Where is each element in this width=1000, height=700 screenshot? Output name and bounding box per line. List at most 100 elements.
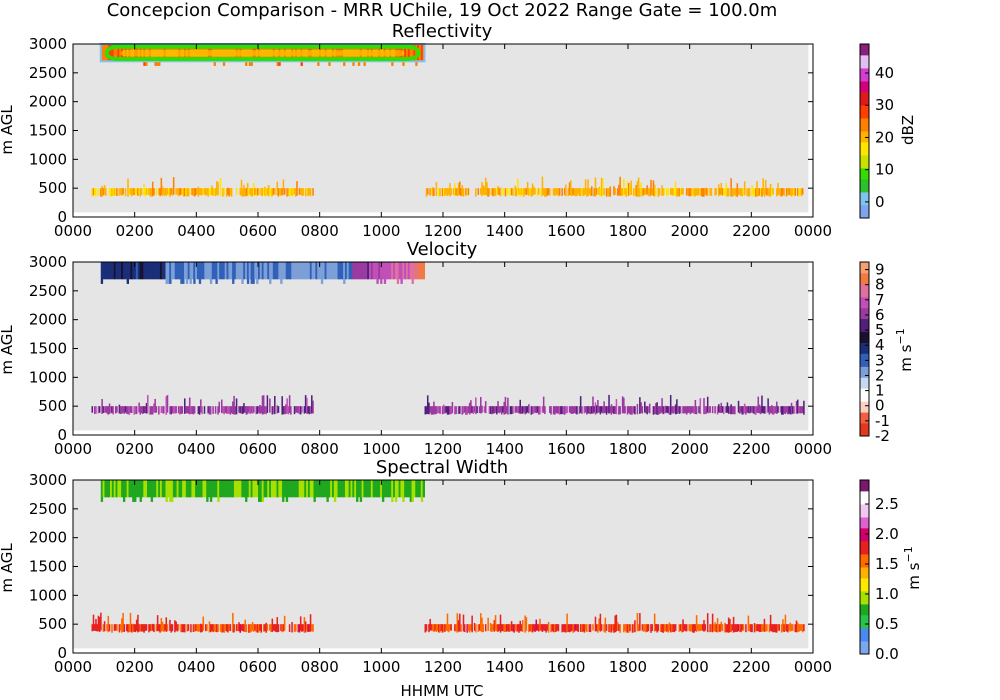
y-tick-label: 2500 (29, 282, 67, 300)
data-cell (624, 624, 626, 631)
data-cell (301, 406, 303, 413)
data-cell (480, 188, 482, 195)
data-cell (119, 188, 122, 195)
colorbar-swatch (860, 126, 869, 130)
x-tick-label: 0000 (794, 222, 832, 240)
band-core (196, 51, 397, 55)
data-cell (422, 262, 425, 280)
colorbar-swatch (860, 599, 869, 603)
data-cell (283, 615, 286, 631)
data-cell (359, 262, 363, 280)
data-cell (673, 624, 676, 633)
data-cell (406, 44, 409, 62)
data-cell (215, 480, 218, 498)
data-cell (259, 404, 261, 414)
data-cell (560, 406, 562, 415)
data-cell (726, 188, 729, 197)
data-cell (317, 480, 320, 498)
data-cell (689, 188, 692, 197)
data-cell (156, 262, 159, 280)
data-cell (650, 179, 652, 196)
data-cell (134, 624, 137, 633)
data-cell (148, 188, 150, 195)
data-cell (657, 624, 660, 632)
data-cell (155, 188, 158, 196)
data-cell (261, 187, 264, 197)
data-cell (493, 406, 496, 414)
colorbar-swatch (860, 196, 869, 199)
data-cell (369, 262, 372, 280)
data-cell (657, 188, 660, 197)
colorbar-swatch (860, 94, 869, 97)
data-cell (660, 624, 662, 632)
data-cell (792, 406, 794, 414)
data-cell (547, 621, 550, 633)
data-cell (574, 188, 577, 197)
data-cell (720, 402, 723, 413)
data-cell (609, 624, 612, 633)
data-cell (572, 188, 575, 195)
data-cell (326, 262, 329, 280)
x-tick-label: 0200 (116, 658, 154, 676)
data-cell (150, 262, 154, 280)
data-cell (589, 188, 592, 196)
data-cell (225, 624, 228, 632)
data-cell (514, 406, 517, 413)
data-cell (298, 262, 302, 280)
data-cell (483, 406, 486, 413)
colorbar-swatch (860, 506, 869, 509)
data-cell (431, 624, 434, 631)
data-cell (524, 406, 526, 415)
data-cell (700, 624, 703, 631)
data-cell (232, 612, 234, 633)
data-cell (250, 624, 253, 632)
x-tick-label: 1200 (424, 440, 462, 458)
data-cell (278, 480, 281, 498)
data-cell (444, 188, 446, 196)
data-cell (171, 262, 174, 280)
data-cell (623, 624, 625, 633)
data-cell (647, 188, 650, 196)
data-cell (761, 624, 763, 632)
data-cell (265, 622, 267, 633)
data-cell (117, 262, 120, 280)
data-cell (170, 624, 172, 633)
data-cell (517, 406, 519, 413)
data-cell (154, 480, 157, 498)
data-cell (319, 480, 322, 498)
data-cell (565, 184, 567, 197)
data-cell (673, 406, 676, 413)
data-cell (544, 188, 546, 197)
data-cell (256, 262, 259, 284)
colorbar-swatch (860, 344, 869, 348)
data-cell (114, 624, 117, 631)
colorbar-swatch (860, 305, 869, 309)
colorbar-swatch (860, 100, 869, 104)
data-cell (505, 624, 508, 632)
data-cell (144, 188, 147, 197)
colorbar-swatch (860, 133, 869, 136)
data-cell (653, 613, 656, 632)
data-cell (610, 404, 613, 415)
data-cell (110, 406, 112, 413)
data-cell (546, 188, 549, 196)
colorbar-swatch (860, 141, 869, 145)
data-cell (248, 624, 250, 633)
data-cell (426, 188, 429, 195)
colorbar-swatch (860, 530, 869, 533)
colorbar-swatch (860, 577, 869, 581)
data-cell (498, 406, 501, 414)
data-cell (102, 44, 105, 62)
colorbar-swatch (860, 527, 869, 531)
data-cell (271, 188, 274, 197)
data-cell (227, 406, 229, 414)
data-cell (224, 624, 227, 632)
data-cell (202, 262, 205, 280)
data-cell (444, 624, 446, 632)
data-cell (161, 406, 164, 414)
colorbar-tick-label: 9 (875, 261, 885, 279)
data-cell (151, 181, 154, 197)
data-cell (656, 624, 658, 633)
data-cell (433, 401, 435, 415)
data-cell (720, 183, 723, 196)
